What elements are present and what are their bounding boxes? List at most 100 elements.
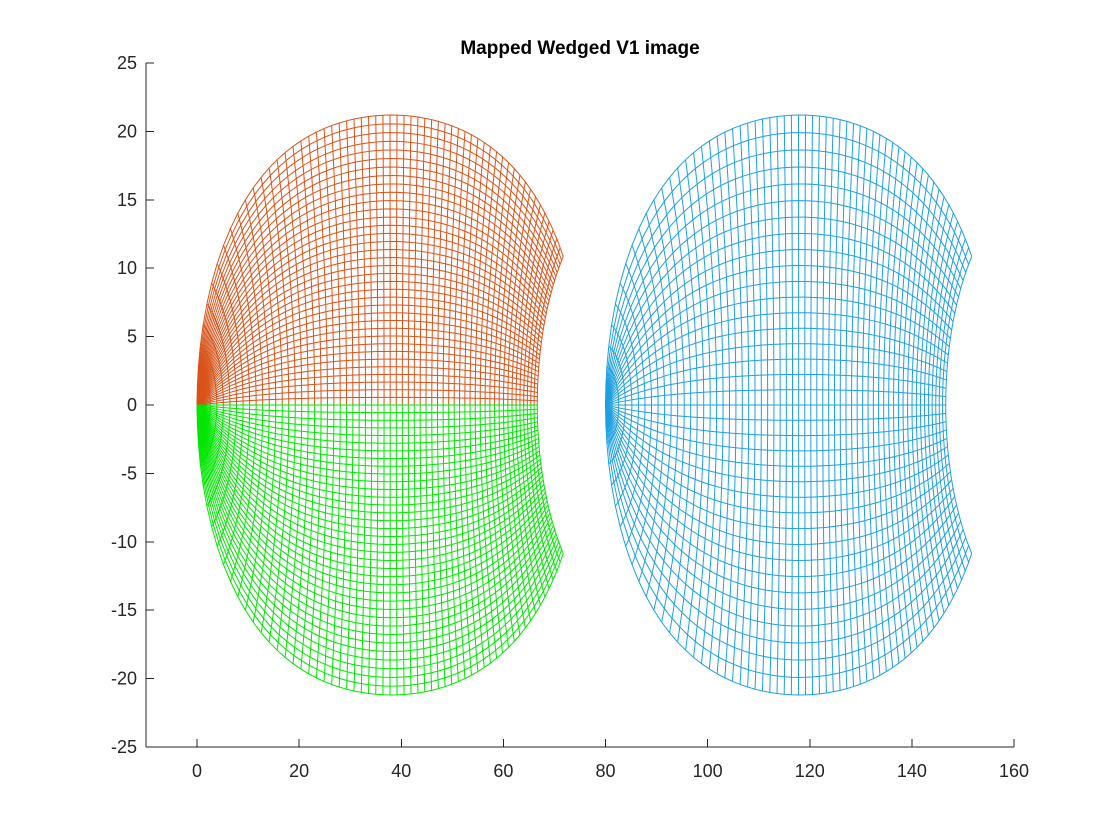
x-tick-label: 80 bbox=[596, 761, 616, 781]
mesh-spoke-line bbox=[196, 404, 540, 490]
mesh-spoke-line bbox=[196, 404, 556, 644]
mesh-spoke-line bbox=[196, 404, 543, 538]
mesh-spoke-line bbox=[196, 327, 540, 406]
x-tick-label: 140 bbox=[897, 761, 927, 781]
mesh-spoke-line bbox=[196, 404, 539, 460]
mesh-spoke-line bbox=[196, 232, 547, 406]
x-tick-label: 40 bbox=[391, 761, 411, 781]
mesh-spoke-line bbox=[196, 404, 546, 569]
mesh-spoke-line bbox=[196, 404, 543, 530]
x-tick-label: 100 bbox=[693, 761, 723, 781]
mesh-spoke-line bbox=[196, 404, 539, 452]
mesh-spoke-line bbox=[196, 404, 542, 522]
mesh-spoke-line bbox=[605, 404, 953, 545]
mesh-spoke-line bbox=[196, 335, 539, 406]
mesh-spoke-line bbox=[196, 404, 553, 627]
mesh-spoke-line bbox=[196, 140, 560, 405]
mesh-spoke-line bbox=[196, 350, 539, 406]
mesh-spoke-line bbox=[196, 405, 564, 696]
mesh-spoke-line bbox=[196, 404, 538, 444]
mesh-spoke-line bbox=[196, 366, 538, 406]
mesh-spoke-line bbox=[196, 404, 552, 619]
mesh-spoke-line bbox=[605, 404, 959, 610]
mesh-spoke-line bbox=[196, 404, 539, 475]
mesh-spoke-line bbox=[196, 404, 544, 545]
mesh-spoke-line bbox=[196, 123, 563, 405]
mesh-spoke-line bbox=[196, 272, 543, 406]
mesh-spoke-line bbox=[196, 404, 551, 610]
mesh-spoke-line bbox=[196, 149, 558, 406]
axes: 0 20 40 60 80 100 120 140 160 -25 -20 -15 -10 -5 0 5 10 1… bbox=[111, 53, 1029, 781]
mesh-spoke-line bbox=[196, 280, 543, 406]
y-tick-label: 10 bbox=[117, 258, 137, 278]
mesh-spoke-line bbox=[196, 405, 563, 687]
mesh-spoke-line bbox=[196, 404, 558, 661]
mesh-spoke-line bbox=[605, 132, 970, 405]
mesh-spoke-line bbox=[605, 114, 973, 405]
mesh-spoke-line bbox=[196, 312, 541, 406]
mesh-spoke-line bbox=[605, 404, 948, 483]
mesh-spoke-line bbox=[196, 114, 564, 405]
mesh-spoke-line bbox=[196, 404, 541, 506]
mesh-spoke-line bbox=[605, 404, 954, 561]
mesh-spoke-line bbox=[196, 404, 549, 594]
mesh-spoke-line bbox=[196, 404, 540, 483]
mesh-spoke-line bbox=[605, 312, 949, 406]
mesh-spoke-line bbox=[196, 343, 539, 406]
y-tick-label: 25 bbox=[117, 53, 137, 73]
mesh-spoke-line bbox=[605, 404, 947, 452]
mesh-spoke-line bbox=[605, 343, 948, 406]
mesh-spoke-line bbox=[196, 175, 554, 406]
mesh-spoke-line bbox=[197, 404, 538, 414]
y-tick-label: 15 bbox=[117, 190, 137, 210]
mesh-spoke-line bbox=[196, 166, 556, 406]
mesh-spoke-line bbox=[196, 404, 547, 578]
series-mesh-2 bbox=[196, 404, 564, 696]
mesh-spoke-line bbox=[196, 358, 539, 406]
x-tick-label: 20 bbox=[289, 761, 309, 781]
mesh-spoke-line bbox=[196, 265, 544, 406]
mesh-spoke-line bbox=[605, 404, 962, 627]
mesh-spoke-line bbox=[605, 405, 970, 678]
mesh-spoke-line bbox=[196, 404, 554, 635]
chart-title: Mapped Wedged V1 image bbox=[460, 38, 699, 59]
mesh-spoke-line bbox=[196, 373, 538, 406]
mesh-spoke-line bbox=[605, 404, 967, 661]
y-tick-label: 0 bbox=[127, 395, 137, 415]
mesh-spoke-line bbox=[605, 327, 948, 406]
mesh-spoke-line bbox=[605, 404, 948, 467]
x-tick-label: 120 bbox=[795, 761, 825, 781]
y-tick-label: -20 bbox=[111, 669, 137, 689]
mesh-spoke-line bbox=[196, 404, 538, 429]
mesh-spoke-line bbox=[605, 404, 957, 594]
y-tick-label: -5 bbox=[121, 463, 137, 483]
mesh-spoke-line bbox=[605, 405, 973, 696]
mesh-spoke-line bbox=[196, 296, 542, 406]
x-tick-label: 0 bbox=[192, 761, 202, 781]
x-tick-label: 60 bbox=[493, 761, 513, 781]
mesh-spoke-line bbox=[605, 404, 949, 498]
mesh-spoke-line bbox=[605, 166, 964, 406]
x-tick-label: 160 bbox=[999, 761, 1029, 781]
mesh-spoke-line bbox=[605, 200, 959, 406]
mesh-spoke-line bbox=[605, 404, 946, 421]
mesh-spoke-line bbox=[605, 232, 956, 406]
mesh-spoke-line bbox=[605, 183, 962, 406]
mesh-spoke-line bbox=[605, 404, 964, 644]
mesh-spoke-line bbox=[196, 404, 557, 652]
mesh-spoke-line bbox=[196, 257, 545, 406]
mesh-spoke-line bbox=[196, 404, 550, 602]
mesh-spoke-line bbox=[196, 158, 557, 406]
mesh-spoke-line bbox=[196, 389, 538, 406]
mesh-spoke-line bbox=[196, 320, 540, 406]
mesh-spoke-line bbox=[605, 389, 946, 406]
mesh-spoke-line bbox=[605, 149, 967, 406]
mesh-spoke-line bbox=[605, 404, 951, 530]
mesh-spoke-line bbox=[196, 404, 545, 553]
mesh-spoke-line bbox=[196, 404, 539, 467]
mesh-spoke-line bbox=[196, 404, 541, 498]
mesh-spoke-line bbox=[196, 405, 561, 678]
y-tick-label: 5 bbox=[127, 327, 137, 347]
